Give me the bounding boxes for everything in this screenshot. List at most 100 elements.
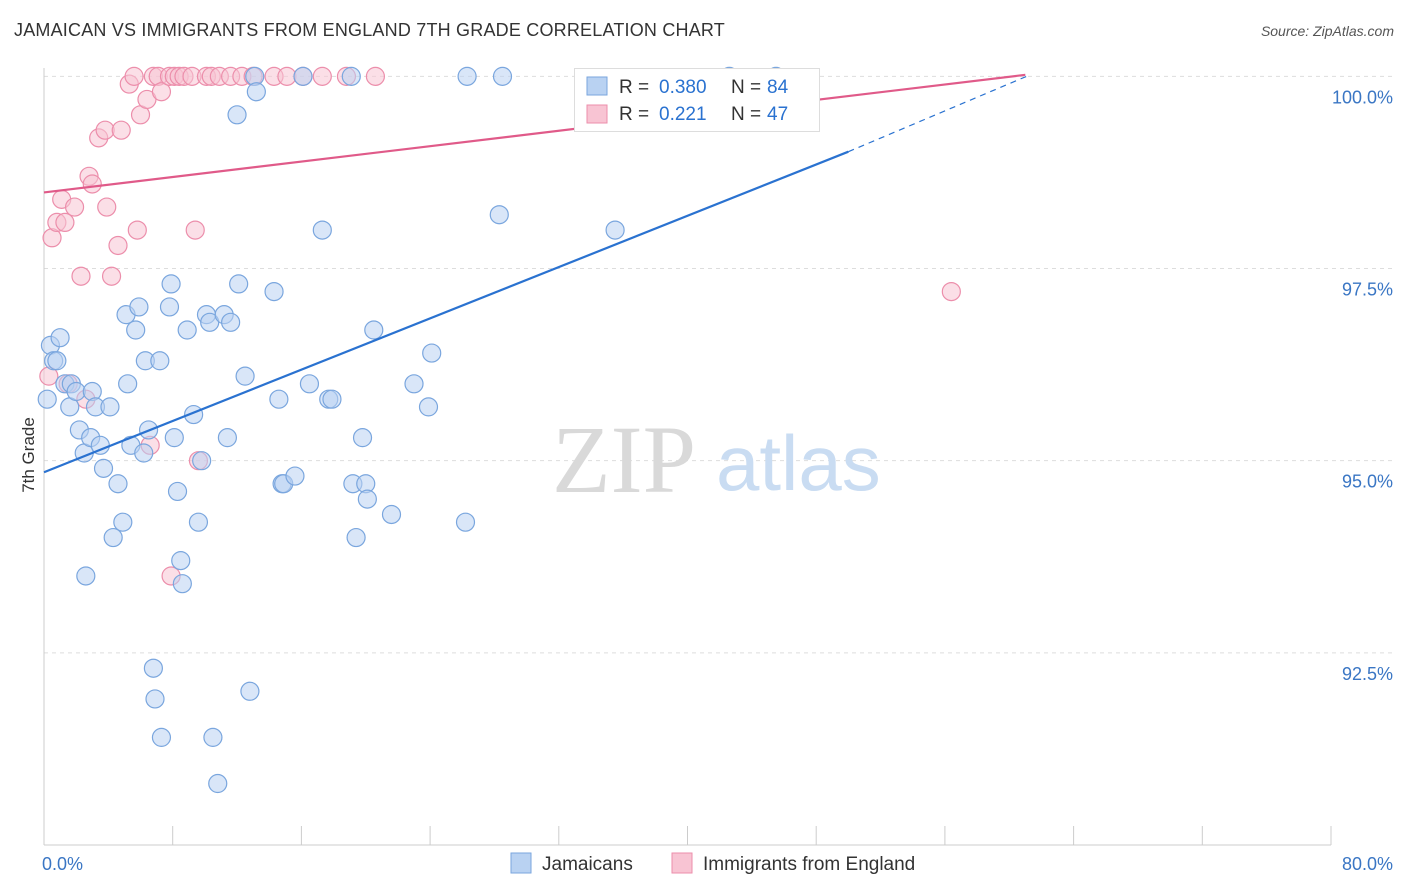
england-point [941, 281, 961, 302]
jamaican-point [103, 527, 123, 548]
jamaican-point [134, 443, 154, 463]
jamaican-point [150, 351, 170, 371]
axes [43, 68, 1332, 846]
england-point [185, 220, 205, 240]
england-point [312, 66, 332, 86]
jamaican-point [126, 320, 146, 340]
jamaican-point [404, 374, 424, 394]
jamaican-point [357, 489, 377, 509]
legend-n-label-1: N = [731, 77, 761, 98]
jamaican-point [164, 428, 184, 448]
jamaican-point [100, 397, 120, 417]
jamaican-point [167, 481, 188, 502]
jamaican-point [159, 297, 180, 317]
legend-r-value-2: 0.221 [659, 104, 707, 125]
jamaican-point [145, 689, 165, 709]
jamaican-point [221, 312, 241, 332]
england-trend-line [43, 73, 1026, 194]
jamaican-point [229, 274, 249, 294]
jamaican-point [50, 328, 70, 348]
jamaican-point [93, 458, 114, 478]
jamaican-point [422, 343, 442, 363]
chart-title: JAMAICAN VS IMMIGRANTS FROM ENGLAND 7TH … [14, 20, 726, 40]
y-tick-labels: 92.5% 95.0% 97.5% 100.0% [1332, 87, 1393, 683]
legend-n-value-1: 84 [767, 77, 789, 98]
jamaican-point [322, 389, 342, 409]
jamaican-point [208, 773, 228, 794]
jamaican-point [37, 389, 57, 409]
jamaican-point [203, 727, 223, 747]
jamaican-point [66, 381, 86, 402]
jamaican-point [352, 428, 373, 448]
england-point [64, 197, 85, 217]
england-point [277, 66, 297, 86]
watermark-atlas: atlas [716, 419, 881, 507]
legend-r-label-2: R = [619, 104, 649, 125]
jamaican-point [285, 466, 305, 486]
jamaican-point [269, 389, 289, 409]
series-immigrants-from-england-points [39, 66, 961, 586]
x-tick-label-min: 0.0% [42, 854, 83, 874]
series-jamaicans-points [37, 66, 786, 794]
england-point [95, 120, 115, 140]
jamaican-point [492, 66, 513, 86]
england-point [108, 235, 128, 256]
y-tick-label: 92.5% [1342, 664, 1393, 684]
legend-swatch-blue [586, 76, 608, 96]
source-label: Source: ZipAtlas.com [1260, 23, 1394, 39]
jamaican-point [151, 727, 172, 747]
y-tick-label: 100.0% [1332, 87, 1393, 107]
england-point [124, 66, 144, 86]
jamaican-point [489, 205, 509, 225]
jamaican-point [108, 474, 128, 494]
legend-swatch-pink [586, 104, 608, 124]
jamaican-point [418, 397, 439, 417]
england-point [111, 120, 131, 140]
jamaican-point [217, 428, 237, 448]
legend-r-value-1: 0.380 [659, 77, 707, 98]
jamaican-point [143, 658, 163, 678]
jamaican-point [118, 374, 138, 394]
jamaican-point [381, 504, 402, 525]
jamaican-point [240, 681, 260, 701]
correlation-legend: R = 0.380 N = 84 R = 0.221 N = 47 [574, 68, 820, 132]
jamaican-point [293, 66, 313, 86]
england-point [55, 212, 75, 233]
y-tick-label: 95.0% [1342, 472, 1393, 492]
jamaican-point [299, 374, 320, 394]
jamaican-point [346, 527, 366, 548]
x-tick-label-max: 80.0% [1342, 854, 1393, 874]
legend-r-label-1: R = [619, 77, 649, 98]
jamaicans-trend-line [43, 150, 849, 474]
jamaican-point [113, 512, 133, 532]
jamaican-point [177, 320, 197, 340]
legend-n-label-2: N = [731, 104, 761, 125]
jamaican-point [172, 574, 192, 594]
jamaican-point [161, 274, 181, 294]
jamaican-point [605, 220, 625, 240]
y-tick-label: 97.5% [1342, 280, 1393, 300]
jamaican-point [235, 366, 255, 386]
jamaican-point [264, 281, 284, 302]
watermark-zip: ZIP [552, 406, 696, 513]
trend-lines [43, 73, 1031, 474]
jamaican-point [455, 512, 476, 532]
england-point [82, 174, 102, 194]
jamaicans-trend-extension [848, 74, 1031, 153]
england-point [101, 266, 122, 286]
jamaican-point [188, 512, 209, 532]
jamaican-point [364, 320, 384, 340]
legend-n-value-2: 47 [767, 104, 788, 125]
england-point [151, 82, 172, 102]
england-point [71, 266, 91, 286]
jamaican-point [129, 297, 149, 317]
gridlines [44, 75, 1395, 654]
jamaican-point [312, 220, 332, 240]
jamaican-point [171, 551, 191, 571]
jamaican-point [76, 566, 96, 586]
jamaican-point [192, 451, 212, 471]
jamaican-point [227, 105, 247, 125]
jamaican-point [341, 66, 361, 86]
y-axis-label: 7th Grade [19, 417, 38, 493]
